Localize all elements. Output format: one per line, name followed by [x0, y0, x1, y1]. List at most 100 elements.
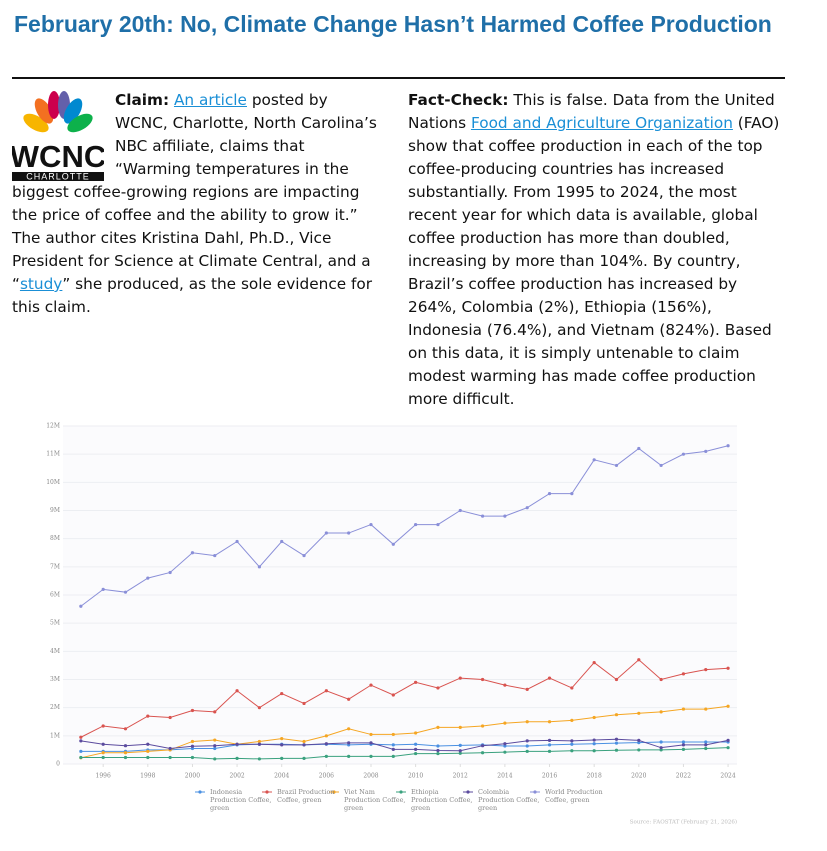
data-point: [101, 751, 105, 755]
data-point: [458, 725, 462, 729]
fact-check-text: (FAO) show that coffee production in eac…: [408, 114, 780, 408]
data-point: [547, 676, 552, 680]
data-point: [637, 711, 641, 715]
claim-label: Claim:: [115, 91, 170, 109]
data-point: [324, 742, 328, 746]
y-tick-label: 0: [56, 761, 60, 768]
x-tick-label: 1996: [96, 773, 111, 780]
data-point: [637, 446, 641, 451]
data-point: [503, 742, 507, 746]
data-point: [570, 739, 574, 743]
data-point: [659, 463, 663, 468]
data-point: [704, 740, 708, 744]
x-tick-label: 1998: [140, 773, 155, 780]
data-point: [547, 738, 552, 742]
data-point: [235, 742, 239, 746]
data-point: [637, 658, 641, 662]
data-point: [436, 748, 440, 753]
data-point: [436, 522, 440, 527]
data-point: [570, 686, 574, 690]
data-point: [235, 539, 239, 544]
fao-link[interactable]: Food and Agriculture Organization: [470, 114, 733, 132]
data-point: [681, 740, 686, 744]
data-point: [369, 683, 373, 687]
x-tick-label: 2000: [185, 773, 200, 780]
data-point: [414, 747, 418, 751]
data-point: [726, 666, 730, 670]
data-point: [190, 746, 195, 751]
series-line: [80, 747, 729, 760]
x-tick-label: 2018: [587, 773, 602, 780]
data-point: [101, 755, 105, 760]
data-point: [79, 604, 83, 608]
x-tick-label: 2010: [408, 773, 423, 780]
y-tick-label: 6M: [50, 592, 60, 599]
data-point: [123, 751, 128, 755]
data-point: [458, 749, 462, 753]
claim-text: ” she produced, as the sole evidence for…: [12, 275, 373, 316]
article-link[interactable]: An article: [173, 91, 247, 109]
data-point: [302, 743, 306, 747]
data-point: [525, 720, 529, 724]
data-point: [614, 677, 619, 682]
data-point: [480, 677, 485, 682]
data-point: [659, 748, 663, 752]
data-point: [302, 756, 306, 760]
data-point: [525, 739, 529, 743]
data-point: [190, 739, 195, 744]
data-point: [280, 743, 284, 747]
x-tick-label: 2008: [363, 773, 378, 780]
data-point: [503, 721, 507, 725]
data-point: [391, 754, 395, 758]
data-point: [369, 741, 373, 745]
data-point: [592, 742, 596, 746]
legend-swatch: [332, 790, 336, 794]
data-point: [614, 463, 619, 468]
x-tick-label: 2012: [453, 773, 468, 780]
claim: WCNC CHARLOTTE Claim: An article posted …: [12, 89, 382, 319]
data-point: [302, 739, 306, 744]
data-point: [213, 553, 217, 558]
x-tick-label: 2022: [676, 773, 691, 780]
data-point: [547, 743, 552, 747]
study-link[interactable]: study: [19, 275, 63, 293]
data-point: [525, 687, 529, 691]
data-point: [480, 514, 485, 518]
data-point: [726, 444, 730, 448]
data-point: [614, 748, 619, 752]
data-point: [726, 738, 730, 742]
data-point: [547, 492, 552, 496]
data-point: [436, 725, 440, 729]
data-point: [168, 746, 172, 751]
data-point: [525, 744, 529, 748]
data-point: [280, 539, 284, 544]
y-tick-label: 11M: [46, 451, 60, 458]
legend-swatch: [265, 790, 269, 794]
data-point: [190, 708, 195, 713]
x-tick-label: 2006: [319, 773, 334, 780]
data-point: [79, 739, 83, 743]
data-point: [391, 693, 395, 697]
data-point: [592, 749, 596, 753]
data-point: [637, 738, 641, 742]
legend-label: Viet Nam Production Coffee, green: [344, 788, 406, 812]
data-point: [414, 742, 418, 746]
data-point: [704, 746, 708, 751]
data-point: [704, 668, 708, 672]
y-tick-label: 4M: [50, 648, 60, 655]
series-line: [80, 738, 729, 752]
series-line: [80, 741, 729, 752]
legend-swatch: [198, 790, 202, 794]
data-point: [681, 452, 686, 456]
data-point: [592, 715, 596, 720]
data-point: [525, 506, 529, 510]
data-point: [592, 661, 596, 665]
data-point: [146, 749, 150, 753]
logo-city: CHARLOTTE: [26, 171, 90, 181]
data-point: [547, 720, 552, 724]
data-point: [280, 691, 284, 696]
data-point: [503, 514, 507, 518]
data-point: [257, 757, 261, 761]
series-line: [80, 705, 729, 759]
